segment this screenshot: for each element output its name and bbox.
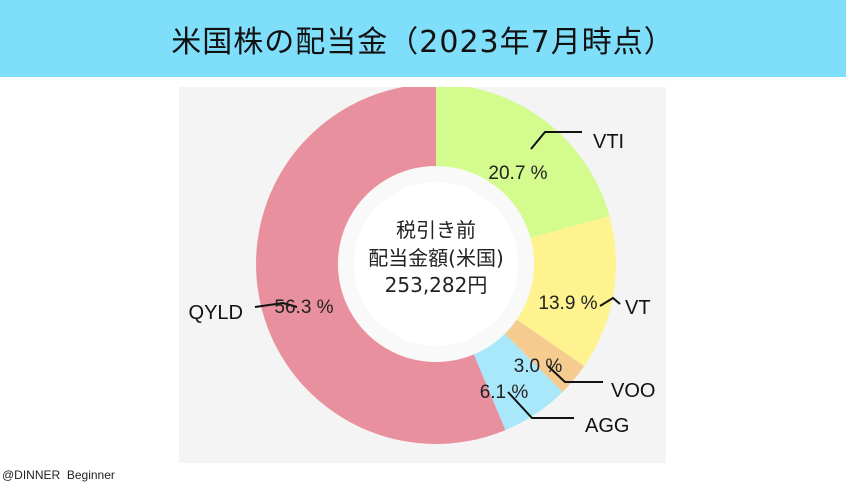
slice-vti — [436, 87, 610, 238]
donut-hole — [354, 182, 518, 346]
pct-label-vt: 13.9 % — [538, 293, 597, 314]
slice-agg — [473, 333, 563, 431]
slice-qyld — [256, 87, 506, 444]
credit-text: @DINNER Beginner — [2, 468, 115, 482]
pct-label-qyld: 56.3 % — [274, 297, 333, 318]
pct-label-agg: 6.1 % — [480, 382, 529, 403]
slice-vt — [516, 215, 616, 367]
pct-label-vti: 20.7 % — [488, 163, 547, 184]
leader-line-qyld — [254, 301, 298, 308]
center-label-line-2: 配当金額(米国) — [368, 246, 504, 270]
slice-name-voo: VOO — [611, 380, 655, 402]
title-banner: 米国株の配当金（2023年7月時点） — [0, 0, 846, 77]
slice-name-vt: VT — [625, 297, 651, 319]
pct-label-voo: 3.0 % — [514, 356, 563, 377]
slice-name-agg: AGG — [585, 415, 629, 437]
center-label-line-3: 253,282円 — [385, 273, 488, 297]
chart-title: 米国株の配当金（2023年7月時点） — [171, 24, 675, 60]
center-label-line-1: 税引き前 — [396, 218, 476, 242]
slice-name-qyld: QYLD — [189, 302, 243, 324]
slice-name-vti: VTI — [593, 131, 624, 153]
chart-panel: 税引き前配当金額(米国) 253,282円 20.7 % VTI 13.9 % VT 3.0… — [179, 87, 666, 463]
leader-line-voo — [547, 365, 603, 383]
leader-line-vti — [530, 131, 582, 150]
leader-line-vt — [599, 296, 621, 307]
leader-line-agg — [507, 391, 574, 419]
slice-voo — [504, 319, 585, 393]
